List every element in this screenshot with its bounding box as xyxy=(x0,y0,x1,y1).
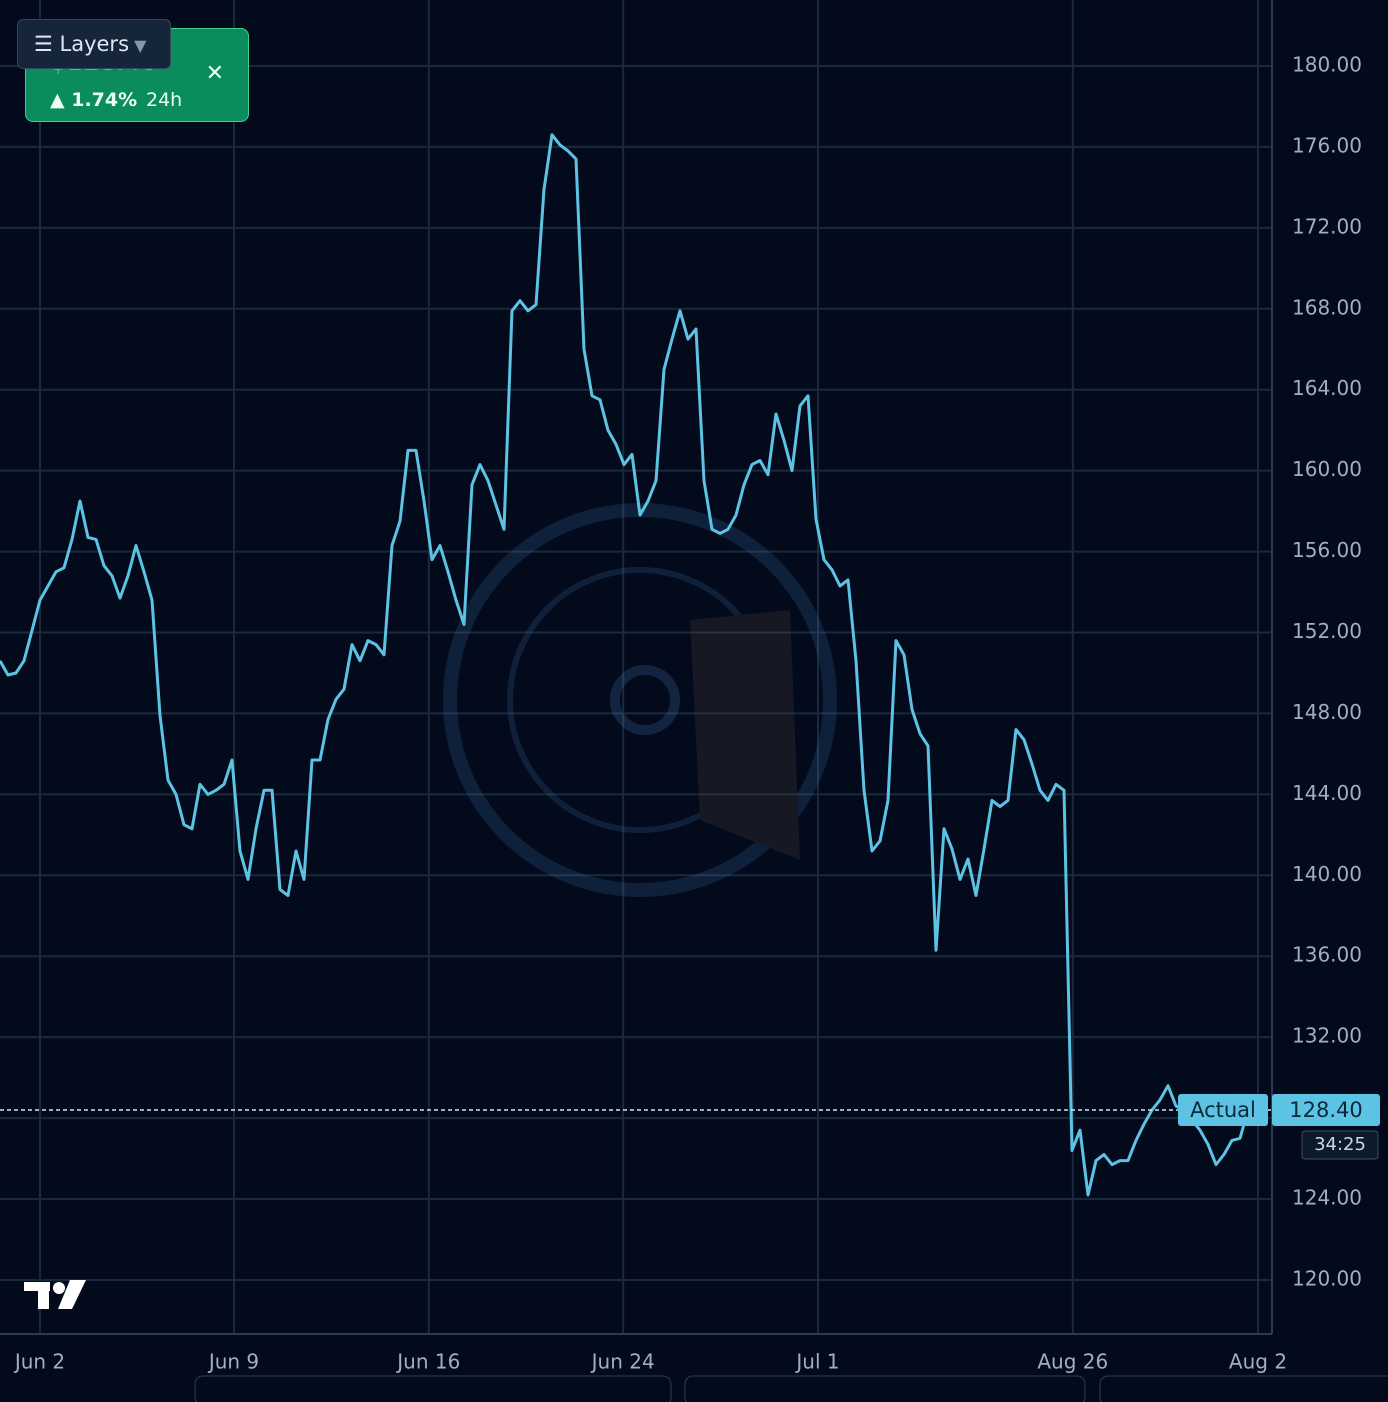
tv-logo xyxy=(24,1280,86,1309)
x-tick-label: Aug 26 xyxy=(1037,1350,1108,1374)
y-tick-label: 168.00 xyxy=(1292,295,1362,319)
watermark xyxy=(443,503,837,897)
x-tick-label: Jun 16 xyxy=(395,1350,460,1374)
change-value: 1.74% xyxy=(71,89,138,111)
series xyxy=(0,133,1250,1197)
y-tick-label: 120.00 xyxy=(1292,1266,1362,1290)
y-tick-label: 176.00 xyxy=(1292,133,1362,157)
x-tick-label: Aug 2 xyxy=(1229,1350,1287,1374)
x-tick-label: Jun 2 xyxy=(13,1350,65,1374)
x-tick-label: Jun 24 xyxy=(590,1350,655,1374)
footer-strip xyxy=(0,1380,1388,1402)
footer-tab xyxy=(194,1375,672,1402)
price-tag: Actual 128.40 34:25 xyxy=(0,1094,1380,1160)
y-tick-label: 132.00 xyxy=(1292,1024,1362,1048)
label-box xyxy=(1178,1094,1268,1127)
y-tick-label: 144.00 xyxy=(1292,781,1362,805)
y-tick-label: 180.00 xyxy=(1292,52,1362,76)
x-tick-label: Jun 9 xyxy=(207,1350,259,1374)
countdown-box xyxy=(1301,1130,1379,1160)
y-tick-label: 172.00 xyxy=(1292,214,1362,238)
footer-tab xyxy=(1099,1375,1388,1402)
change: ▲ 1.74% xyxy=(50,89,138,111)
close-button[interactable]: ✕ xyxy=(205,61,224,86)
y-tick-label: 148.00 xyxy=(1292,700,1362,724)
y-tick-label: 164.00 xyxy=(1292,376,1362,400)
x-tick-label: Jul 1 xyxy=(794,1350,839,1374)
footer-tab xyxy=(684,1375,1086,1402)
price-line xyxy=(0,133,1250,1197)
y-tick-label: 136.00 xyxy=(1292,943,1362,967)
y-tick-label: 124.00 xyxy=(1292,1186,1362,1210)
layers-label: Layers xyxy=(59,32,130,56)
y-tick-label: 152.00 xyxy=(1292,619,1362,643)
price-box xyxy=(1272,1094,1380,1127)
period: 24h xyxy=(146,89,183,111)
y-tick-label: 156.00 xyxy=(1292,538,1362,562)
y-tick-label: 160.00 xyxy=(1292,457,1362,481)
last-price-label: 128.40 xyxy=(1289,1098,1362,1122)
last-label: Actual xyxy=(1190,1098,1256,1122)
y-tick-label: 140.00 xyxy=(1292,862,1362,886)
layers-button[interactable]: ☰ Layers ▼ xyxy=(17,19,171,69)
countdown: 34:25 xyxy=(1314,1134,1366,1155)
